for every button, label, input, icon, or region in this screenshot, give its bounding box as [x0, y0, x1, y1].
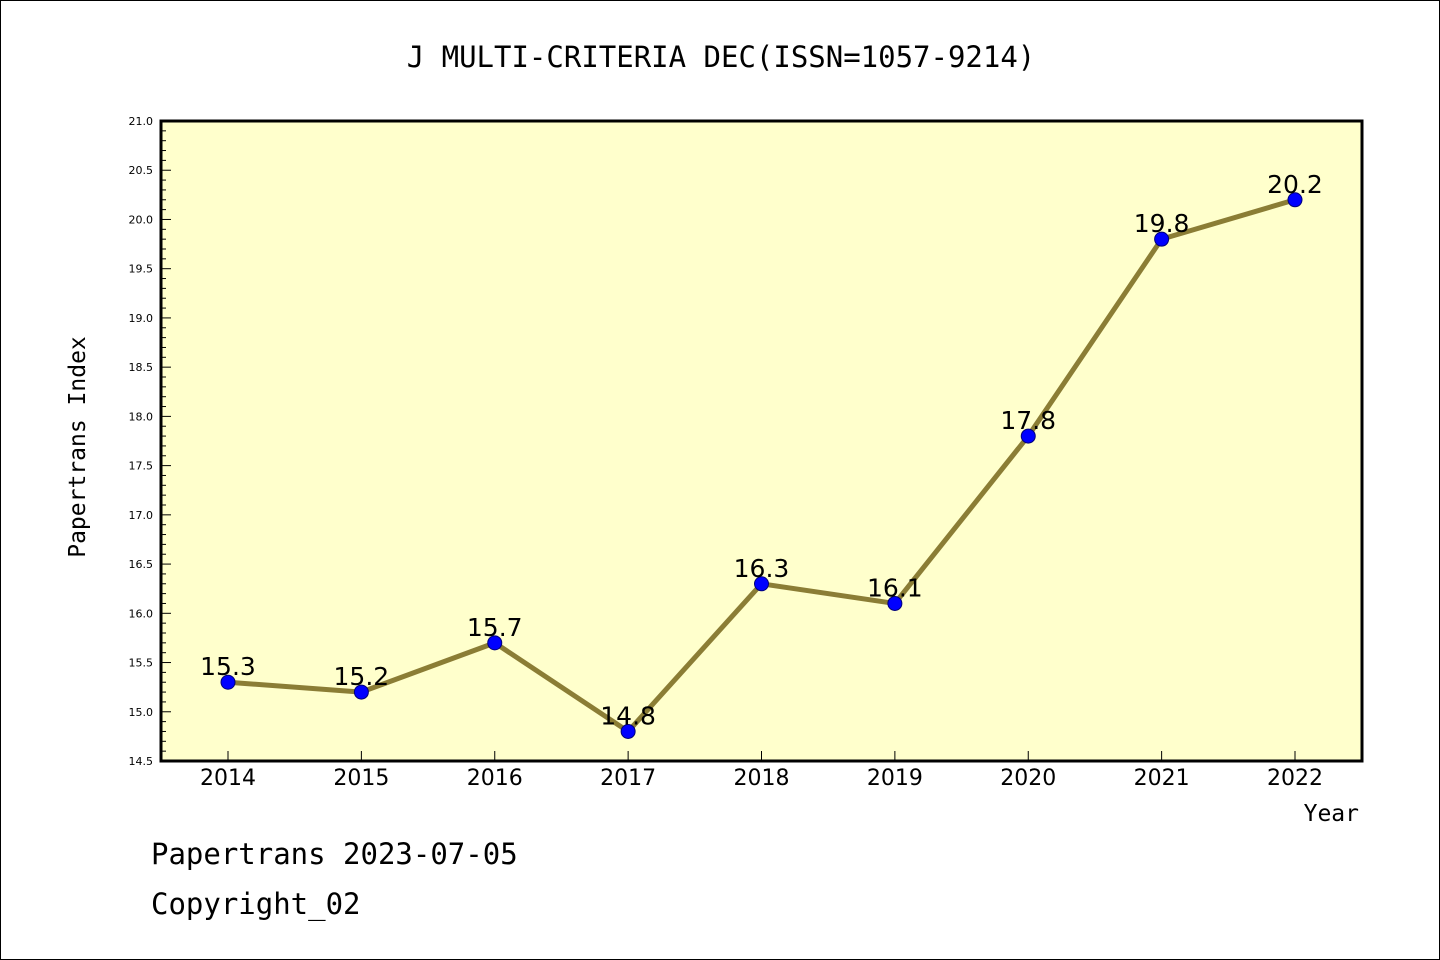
data-point [1020, 428, 1036, 444]
y-tick-label: 16.5 [129, 558, 154, 571]
y-tick-label: 19.5 [129, 263, 154, 276]
data-label: 16.1 [867, 573, 923, 602]
data-point [620, 723, 636, 739]
x-tick-label: 2017 [600, 766, 656, 791]
y-tick-label: 19.0 [129, 312, 154, 325]
x-axis-ticks: 2014 2015 2016 2017 2018 2019 2020 2021 2022 [200, 751, 1323, 791]
x-axis-label: Year [1304, 801, 1359, 827]
data-label: 20.2 [1267, 170, 1323, 199]
x-tick-label: 2021 [1134, 766, 1190, 791]
data-label: 14.8 [600, 701, 656, 730]
data-point [353, 684, 369, 700]
series-layer: 15.3 15.2 15.7 14.8 16.3 16.1 17.8 19.8 20.2 [200, 170, 1323, 739]
x-tick-label: 2016 [467, 766, 523, 791]
data-point [887, 595, 903, 611]
x-tick-label: 2020 [1000, 766, 1056, 791]
x-tick-label: 2019 [867, 766, 923, 791]
data-label: 17.8 [1000, 406, 1056, 435]
x-tick-label: 2022 [1267, 766, 1323, 791]
data-point [1287, 192, 1303, 208]
y-tick-label: 14.5 [129, 755, 154, 768]
y-tick-label: 17.0 [129, 509, 154, 522]
y-tick-label: 17.5 [129, 460, 154, 473]
data-label: 15.7 [467, 613, 523, 642]
y-tick-label: 15.0 [129, 706, 154, 719]
footer-copyright-text: Copyright_02 [151, 887, 361, 921]
y-axis-ticks: 14.5 15.0 15.5 16.0 16.5 17.0 17.5 18.0 18.5 19.0… [129, 115, 171, 768]
y-axis-label: Papertrans Index [65, 336, 91, 558]
y-tick-label: 16.0 [129, 607, 154, 620]
x-tick-label: 2015 [333, 766, 389, 791]
y-tick-label: 18.5 [129, 361, 154, 374]
x-tick-label: 2018 [734, 766, 790, 791]
y-tick-label: 18.0 [129, 410, 154, 423]
data-point [754, 576, 769, 592]
data-point [220, 674, 236, 690]
data-label: 16.3 [734, 554, 790, 583]
data-point [487, 635, 503, 651]
plot-area [159, 119, 1364, 763]
y-tick-label: 15.5 [129, 657, 154, 670]
y-tick-label: 21.0 [129, 115, 154, 128]
y-tick-label: 20.5 [129, 164, 154, 177]
x-tick-label: 2014 [200, 766, 256, 791]
data-label: 15.3 [200, 652, 256, 681]
data-point [1154, 231, 1170, 247]
footer-date-text: Papertrans 2023-07-05 [151, 837, 518, 871]
y-tick-label: 20.0 [129, 213, 154, 226]
data-label: 15.2 [334, 662, 390, 691]
data-label: 19.8 [1134, 209, 1190, 238]
chart-title: J MULTI-CRITERIA DEC(ISSN=1057-9214) [407, 40, 1036, 74]
